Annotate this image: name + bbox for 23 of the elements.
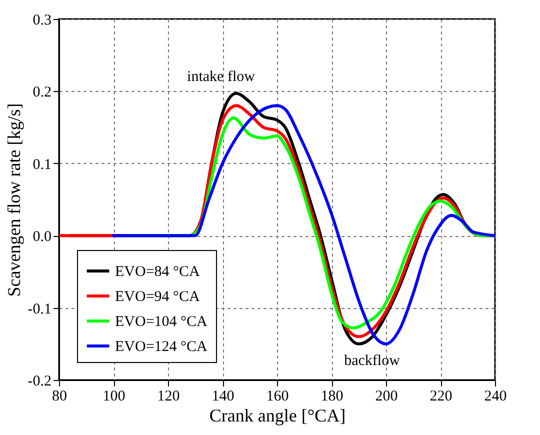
x-tick-label: 180 — [320, 388, 344, 404]
x-tick-label: 80 — [52, 388, 67, 404]
legend-label: EVO=124 °CA — [115, 339, 208, 355]
y-tick-label: 0.2 — [32, 84, 52, 101]
legend-label: EVO=84 °CA — [115, 264, 200, 280]
legend-label: EVO=94 °CA — [115, 289, 200, 305]
y-axis-title: Scavengen flow rate [kg/s] — [4, 103, 24, 297]
annotation: intake flow — [187, 69, 256, 85]
y-tick-label: -0.2 — [28, 374, 52, 390]
x-tick-label: 220 — [430, 388, 452, 404]
x-axis-title: Crank angle [°CA] — [209, 406, 346, 426]
y-tick-label: 0.0 — [32, 229, 52, 246]
x-tick-label: 200 — [375, 388, 398, 404]
x-tick-label: 240 — [484, 388, 507, 404]
x-tick-label: 120 — [157, 388, 180, 404]
x-tick-label: 140 — [212, 388, 234, 404]
x-tick-label: 100 — [102, 388, 126, 404]
annotation: backflow — [344, 353, 400, 369]
y-tick-label: -0.1 — [28, 301, 52, 318]
y-tick-label: 0.1 — [32, 156, 52, 173]
x-tick-label: 160 — [266, 388, 289, 404]
y-tick-label: 0.3 — [32, 12, 52, 28]
legend-label: EVO=104 °CA — [115, 314, 208, 330]
